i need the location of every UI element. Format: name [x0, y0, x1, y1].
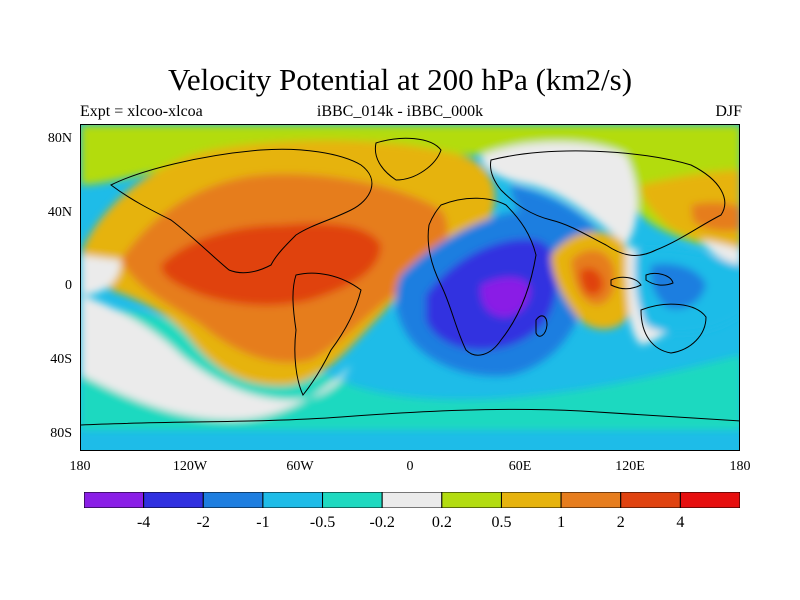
- colorbar-label: -4: [136, 514, 151, 531]
- colorbar-label: 1: [557, 514, 566, 531]
- map-panel: [80, 124, 740, 451]
- season-label: DJF: [715, 103, 742, 120]
- lon-tick-label: 60W: [286, 459, 314, 474]
- colorbar-swatch: [322, 492, 383, 508]
- colorbar-swatch: [84, 492, 145, 508]
- colorbar-swatch: [620, 492, 681, 508]
- contour-field: [81, 125, 739, 430]
- colorbar-swatch: [381, 492, 443, 508]
- lat-tick-label: 40N: [47, 205, 72, 220]
- lat-tick-label: 80S: [50, 426, 72, 441]
- colorbar-label: 0.5: [491, 514, 512, 531]
- colorbar-swatch: [143, 492, 204, 508]
- colorbar-label: -0.5: [309, 514, 336, 531]
- lat-tick-label: 40S: [50, 352, 72, 367]
- colorbar-swatch: [262, 492, 324, 508]
- coastlines: [81, 137, 739, 426]
- experiment-label: Expt = xlcoo-xlcoa: [80, 103, 203, 120]
- colorbar-label: 0.2: [431, 514, 452, 531]
- colorbar-label: 2: [616, 514, 625, 531]
- lat-tick-label: 80N: [47, 131, 72, 146]
- map-svg: [81, 125, 739, 450]
- lon-tick-label: 120E: [615, 459, 645, 474]
- colorbar-swatch: [441, 492, 502, 508]
- lat-tick-label: 0: [65, 278, 72, 293]
- lon-tick-label: 120W: [172, 459, 208, 474]
- lon-tick-label: 180: [69, 459, 91, 474]
- colorbar-label: -0.2: [369, 514, 395, 531]
- colorbar-swatch: [679, 492, 740, 508]
- colorbar-label: -1: [256, 514, 270, 531]
- colorbar-swatch: [202, 492, 264, 508]
- lon-tick-label: 180: [729, 459, 751, 474]
- subtitle-label: iBBC_014k - iBBC_000k: [316, 103, 484, 120]
- lon-tick-label: 0: [406, 459, 414, 474]
- colorbar: [84, 492, 740, 508]
- colorbar-label: 4: [676, 514, 685, 531]
- colorbar-swatch: [500, 492, 562, 508]
- plot-title: Velocity Potential at 200 hPa (km2/s): [167, 62, 633, 97]
- lon-tick-label: 60E: [508, 459, 532, 474]
- colorbar-label: -2: [196, 514, 210, 531]
- colorbar-swatch: [560, 492, 622, 508]
